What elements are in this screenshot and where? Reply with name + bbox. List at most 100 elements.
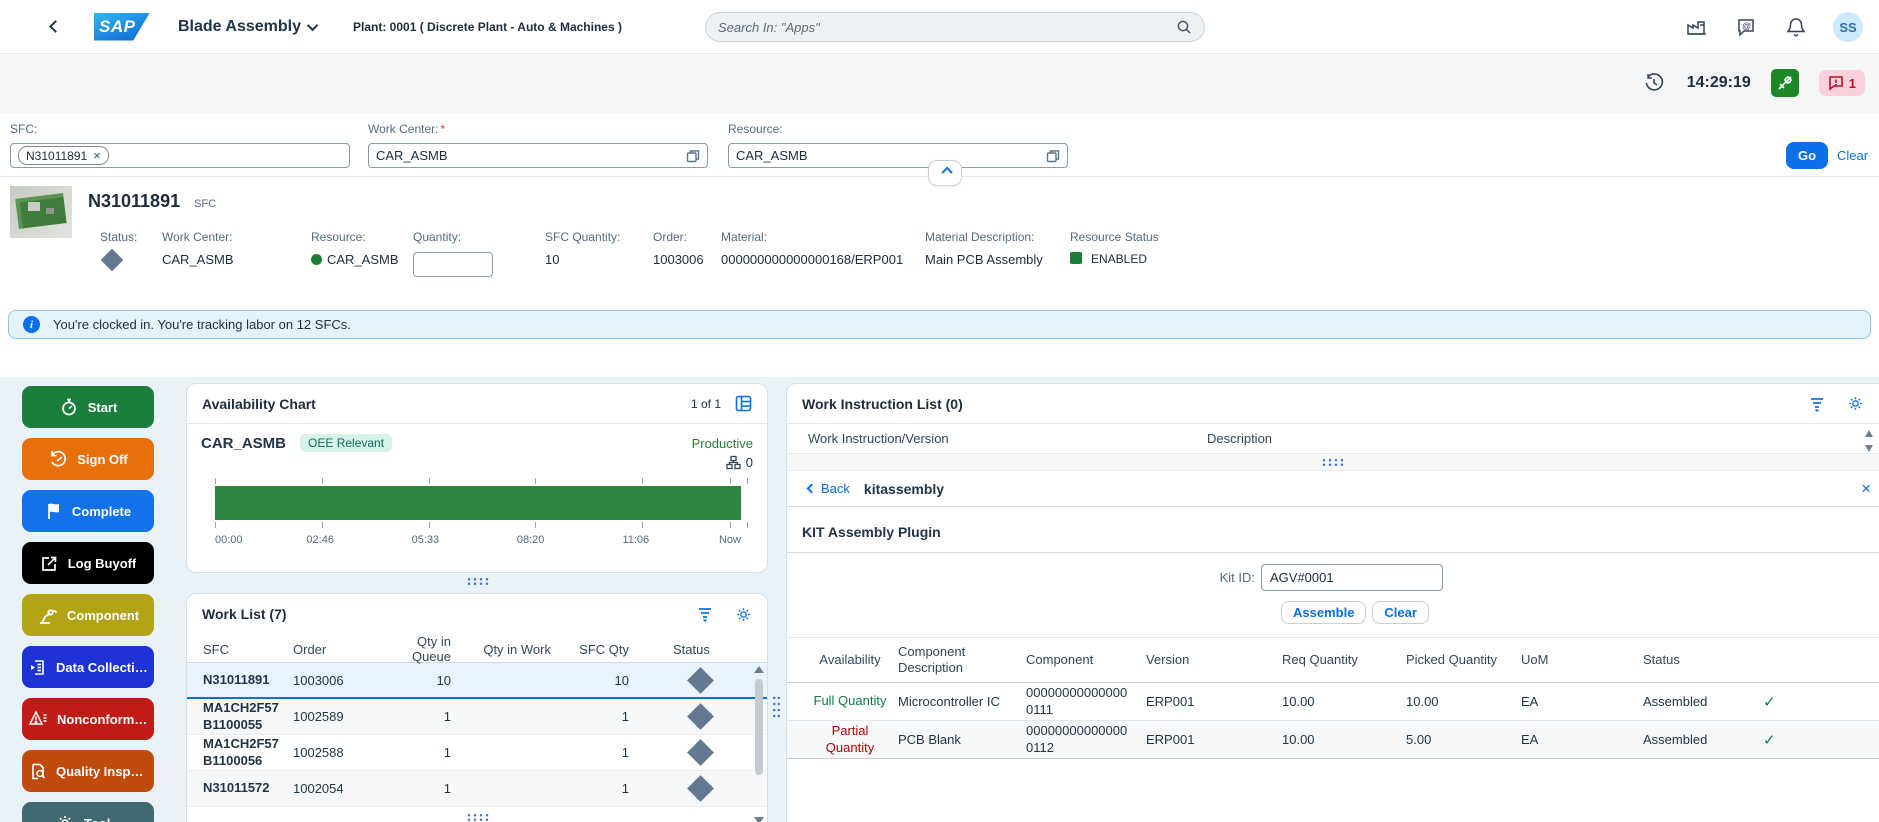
work-list-row[interactable]: MA1CH2F57B11000551002589 1 1 [187,699,767,735]
status-detail: Status: [100,230,137,268]
app-title-menu[interactable]: Blade Assembly [178,18,318,36]
work-list-card: Work List (7) SFC Order Qty in Queue Qty… [186,593,768,822]
go-button[interactable]: Go [1786,142,1828,169]
kit-id-input[interactable] [1261,564,1443,591]
kit-plugin-title: KIT Assembly Plugin [802,524,1879,540]
back-link[interactable]: Back [808,481,850,496]
quantity-detail: Quantity: [413,230,493,277]
avatar[interactable]: SS [1833,12,1863,42]
complete-button[interactable]: Complete [22,490,154,532]
token-remove-icon[interactable]: × [93,148,101,163]
plugin-navigation-bar: Back kitassembly × [787,471,1879,507]
resource-label: Resource: [728,122,1068,136]
history-icon[interactable] [1641,70,1667,96]
kit-component-row[interactable]: Partial Quantity PCB Blank 0000000000000… [787,721,1879,759]
sign-off-icon [48,449,68,469]
material-thumbnail[interactable] [10,186,72,238]
splitter-handle-horizontal[interactable] [466,577,490,586]
productive-bar[interactable] [215,486,741,520]
search-icon[interactable] [1176,19,1192,35]
connection-status-button[interactable] [1771,69,1799,97]
inspect-document-icon [28,762,47,781]
component-button[interactable]: Component [22,594,154,636]
sign-off-button[interactable]: Sign Off [22,438,154,480]
work-list-row[interactable]: N310118911003006 10 10 [187,663,767,699]
splitter-handle-horizontal[interactable] [466,813,490,822]
chevron-left-icon [49,20,62,33]
availability-timeline[interactable]: 00:00 02:46 05:33 08:20 11:06 Now [215,476,749,560]
work-list-row[interactable]: N310115721002054 1 1 [187,771,767,807]
filter-icon[interactable] [697,606,713,622]
work-center-detail: Work Center: CAR_ASMB [162,230,234,267]
quality-inspection-button[interactable]: Quality Inspe... [22,750,154,792]
downtime-count: 0 [746,455,753,470]
work-list-row[interactable]: MA1CH2F57B11000561002588 1 1 [187,735,767,771]
resource-input[interactable]: CAR_ASMB [728,143,1068,168]
log-buyoff-button[interactable]: Log Buyoff [22,542,154,584]
start-button[interactable]: Start [22,386,154,428]
availability-chart-title: Availability Chart [202,396,316,412]
work-list-scrollbar[interactable] [754,666,764,822]
shell-search[interactable] [705,12,1205,42]
data-collection-button[interactable]: Data Collection [22,646,154,688]
notifications-bell-icon[interactable] [1783,14,1809,40]
sfc-token-text: N31011891 [26,149,87,163]
panel-splitter-strip [787,454,1879,471]
kit-component-row[interactable]: Full Quantity Microcontroller IC 0000000… [787,683,1879,721]
sfc-quantity-detail: SFC Quantity: 10 [545,230,620,267]
assembled-check-icon: ✓ [1763,731,1823,749]
kit-clear-button[interactable]: Clear [1372,601,1429,624]
sfc-input[interactable]: N31011891 × [10,143,350,168]
material-detail: Material: 000000000000000168/ERP001 [721,230,903,267]
nonconformance-button[interactable]: Nonconforma... [22,698,154,740]
quantity-input[interactable] [413,252,493,277]
sitemap-icon [726,455,741,470]
work-center-input[interactable]: CAR_ASMB [368,143,708,168]
value-help-copy-icon[interactable] [1046,149,1060,166]
work-instruction-panel: Work Instruction List (0) Work Instructi… [786,383,1879,822]
grid-view-icon[interactable] [735,395,752,412]
clear-link[interactable]: Clear [1837,148,1868,163]
availability-chart-card: Availability Chart 1 of 1 CAR_ASMB OEE R… [186,383,768,573]
machines-icon[interactable] [1683,14,1709,40]
chat-support-icon[interactable]: @ [1733,14,1759,40]
log-buyoff-icon [40,554,59,573]
splitter-handle-horizontal[interactable] [1321,458,1345,467]
settings-gear-icon[interactable] [735,606,752,623]
shell-topbar: SAP Blade Assembly Plant: 0001 ( Discret… [0,0,1879,54]
gear-tool-icon [55,813,75,822]
splitter-handle-vertical[interactable] [772,695,781,719]
robot-arm-icon [37,605,58,626]
close-icon[interactable]: × [1861,479,1871,499]
oee-relevant-tag: OEE Relevant [300,434,392,452]
scroll-up-icon[interactable] [1865,430,1873,437]
sfc-details-header: N31011891 SFC Status: Work Center: CAR_A… [0,177,1879,309]
work-instruction-scroll[interactable] [1865,430,1873,452]
collapse-header-button[interactable] [928,160,962,186]
resource-name: CAR_ASMB [201,435,286,452]
clock-time: 14:29:19 [1687,74,1751,92]
scrollbar-thumb[interactable] [755,679,763,775]
status-diamond-icon [687,703,714,730]
alert-count: 1 [1849,76,1856,91]
sap-logo[interactable]: SAP [94,13,150,41]
sfc-subtitle: SFC [194,198,216,210]
sfc-token[interactable]: N31011891 × [18,146,109,165]
chevron-left-icon [807,484,817,494]
status-diamond-icon [687,739,714,766]
pod-content: Start Sign Off Complete Log Buyoff Compo… [0,377,1879,822]
search-input[interactable] [718,20,1176,35]
tool-button[interactable]: Tool... [22,802,154,822]
back-button[interactable] [38,10,72,44]
filter-icon[interactable] [1809,396,1825,412]
scroll-down-icon[interactable] [1865,445,1873,452]
status-diamond-icon [687,667,714,694]
scroll-down-icon[interactable] [754,817,764,822]
settings-gear-icon[interactable] [1847,395,1864,412]
value-help-copy-icon[interactable] [686,149,700,166]
scroll-up-icon[interactable] [754,666,764,673]
assemble-button[interactable]: Assemble [1281,601,1366,624]
pagination-text: 1 of 1 [691,397,721,411]
time-axis: 00:00 02:46 05:33 08:20 11:06 Now [215,534,741,550]
alert-message-button[interactable]: 1 [1819,70,1865,96]
